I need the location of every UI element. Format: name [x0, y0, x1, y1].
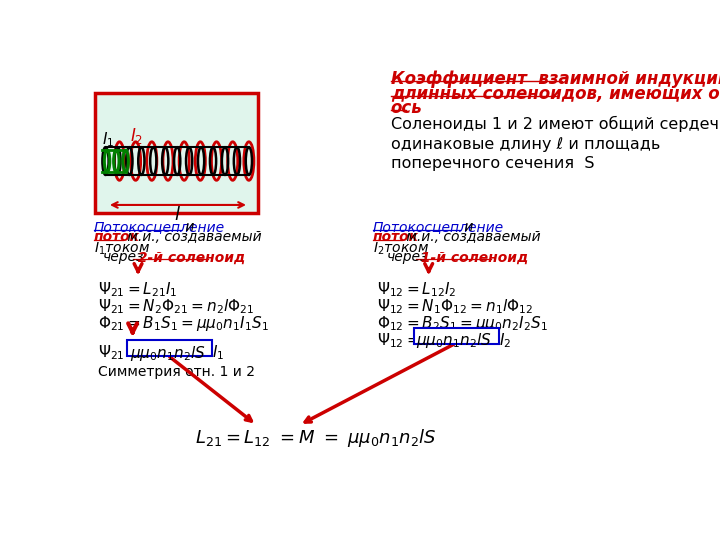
Text: $I_2$: $I_2$ [130, 126, 143, 146]
Text: $I_2$током: $I_2$током [373, 240, 429, 256]
Text: Коэффициент  взаимной индукции 2-х: Коэффициент взаимной индукции 2-х [391, 70, 720, 88]
Text: поток: поток [373, 231, 419, 244]
Text: м.и., создаваемый: м.и., создаваемый [122, 231, 261, 244]
Text: $\mu\mu_0n_1n_2lS$: $\mu\mu_0n_1n_2lS$ [130, 343, 206, 362]
Text: $I_1$: $I_1$ [102, 130, 114, 149]
Text: $\Psi_{12} = $: $\Psi_{12} = $ [377, 331, 419, 350]
FancyBboxPatch shape [127, 340, 212, 356]
Text: длинных соленоидов, имеющих общую: длинных соленоидов, имеющих общую [391, 85, 720, 103]
Text: $\Phi_{12} = B_2S_1 = \mu\mu_0n_2I_2S_1$: $\Phi_{12} = B_2S_1 = \mu\mu_0n_2I_2S_1$ [377, 314, 548, 333]
Text: и: и [181, 220, 194, 234]
Text: $\Psi_{12} = N_1\Phi_{12} = n_1l\Phi_{12}$: $\Psi_{12} = N_1\Phi_{12} = n_1l\Phi_{12… [377, 298, 533, 316]
Text: $I_1$: $I_1$ [212, 343, 225, 362]
Text: 2-й соленоид: 2-й соленоид [132, 251, 245, 265]
Text: $\mu\mu_0n_1n_2lS$: $\mu\mu_0n_1n_2lS$ [416, 331, 492, 350]
Text: Потокосцепление: Потокосцепление [373, 220, 504, 234]
Text: $\Psi_{21} = N_2\Phi_{21} = n_2l\Phi_{21}$: $\Psi_{21} = N_2\Phi_{21} = n_2l\Phi_{21… [98, 298, 254, 316]
Text: Потокосцепление: Потокосцепление [94, 220, 225, 234]
Text: $\Psi_{21} = L_{21}I_1$: $\Psi_{21} = L_{21}I_1$ [98, 280, 177, 299]
Text: ось: ось [391, 99, 423, 117]
Text: 1-й соленоид: 1-й соленоид [416, 251, 528, 265]
Text: $l$: $l$ [174, 206, 181, 225]
Text: $I_1$током: $I_1$током [94, 240, 150, 256]
Text: поток: поток [94, 231, 140, 244]
Text: Симметрия отн. 1 и 2: Симметрия отн. 1 и 2 [98, 365, 255, 379]
Text: $\Psi_{21} = $: $\Psi_{21} = $ [98, 343, 140, 362]
Text: Соленоиды 1 и 2 имеют общий сердечник,
одинаковые длину ℓ и площадь
поперечного : Соленоиды 1 и 2 имеют общий сердечник, о… [391, 116, 720, 171]
FancyBboxPatch shape [96, 93, 258, 213]
Text: и: и [459, 220, 473, 234]
Text: через: через [387, 251, 428, 265]
Text: $L_{21} = L_{12}\ = M\ =\ \mu\mu_0n_1n_2lS$: $L_{21} = L_{12}\ = M\ =\ \mu\mu_0n_1n_2… [194, 427, 436, 449]
Text: через: через [103, 251, 145, 265]
Text: $\Psi_{12} = L_{12}I_2$: $\Psi_{12} = L_{12}I_2$ [377, 280, 456, 299]
FancyBboxPatch shape [414, 328, 499, 343]
Text: $I_2$: $I_2$ [499, 331, 511, 350]
Text: $\Phi_{21} = B_1S_1 = \mu\mu_0n_1I_1S_1$: $\Phi_{21} = B_1S_1 = \mu\mu_0n_1I_1S_1$ [98, 314, 269, 333]
Text: м.и., создаваемый: м.и., создаваемый [402, 231, 540, 244]
